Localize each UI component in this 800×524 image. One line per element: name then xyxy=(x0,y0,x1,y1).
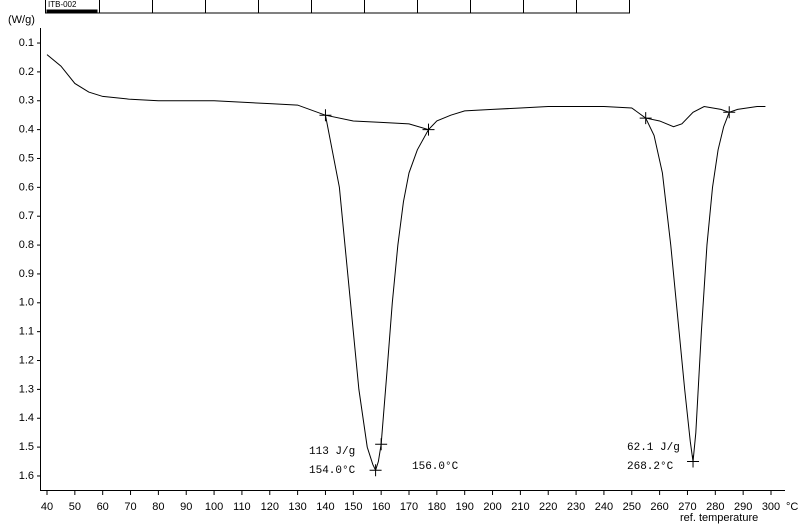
cross-marker xyxy=(369,464,382,477)
y-tick-label: 1.2 xyxy=(19,354,34,366)
cross-marker xyxy=(639,112,652,125)
x-tick-label: 160 xyxy=(372,501,390,513)
annotation: 154.0°C xyxy=(309,465,356,477)
annotation: 113 J/g xyxy=(309,446,355,458)
x-tick-label: 180 xyxy=(428,501,446,513)
cross-marker xyxy=(422,123,435,136)
x-tick-label: 140 xyxy=(316,501,334,513)
y-tick-label: 0.6 xyxy=(19,181,34,193)
y-tick-label: 0.8 xyxy=(19,239,34,251)
x-tick-label: 130 xyxy=(288,501,306,513)
annotation: 268.2°C xyxy=(627,461,674,473)
x-tick-label: 250 xyxy=(623,501,641,513)
header-label: ITB-002 xyxy=(48,0,77,9)
cross-marker xyxy=(723,106,736,119)
y-tick-label: 1.5 xyxy=(19,441,34,453)
x-tick-label: 270 xyxy=(678,501,696,513)
x-tick-label: 200 xyxy=(483,501,501,513)
y-axis-label: (W/g) xyxy=(8,14,35,26)
annotation: 62.1 J/g xyxy=(627,442,680,454)
y-tick-label: 0.3 xyxy=(19,95,34,107)
x-tick-label: 300 xyxy=(762,501,780,513)
x-tick-label: 170 xyxy=(400,501,418,513)
y-tick-label: 0.4 xyxy=(19,124,34,136)
x-tick-label: 260 xyxy=(650,501,668,513)
annotation: 156.0°C xyxy=(412,461,459,473)
y-tick-label: 0.5 xyxy=(19,152,34,164)
x-tick-label: 290 xyxy=(734,501,752,513)
x-tick-label: 70 xyxy=(124,501,136,513)
x-tick-label: 40 xyxy=(41,501,53,513)
tab-strip xyxy=(45,0,630,14)
y-tick-label: 0.7 xyxy=(19,210,34,222)
x-tick-label: 240 xyxy=(595,501,613,513)
x-tick-label: 110 xyxy=(233,501,251,513)
x-axis-label: ref. temperature xyxy=(680,512,758,524)
x-tick-label: 190 xyxy=(456,501,474,513)
x-tick-label: 60 xyxy=(97,501,109,513)
y-tick-label: 1.0 xyxy=(19,297,34,309)
y-tick-label: 1.1 xyxy=(19,326,34,338)
curve xyxy=(645,106,730,128)
x-tick-label: 90 xyxy=(180,501,192,513)
cross-marker xyxy=(687,455,700,468)
x-tick-label: 280 xyxy=(706,501,724,513)
y-tick-label: 1.3 xyxy=(19,383,34,395)
y-tick-label: 0.9 xyxy=(19,268,34,280)
y-tick-label: 0.1 xyxy=(19,37,34,49)
y-tick-label: 1.6 xyxy=(19,470,34,482)
y-tick-label: 1.4 xyxy=(19,412,34,424)
cross-marker xyxy=(375,438,388,451)
x-tick-label: 50 xyxy=(69,501,81,513)
curve xyxy=(325,114,429,131)
x-tick-label: 150 xyxy=(344,501,362,513)
x-tick-label: 100 xyxy=(205,501,223,513)
x-unit: °C xyxy=(786,501,798,513)
header-tabs xyxy=(45,0,630,14)
y-tick-label: 0.2 xyxy=(19,66,34,78)
cross-marker xyxy=(319,109,332,122)
curve xyxy=(46,54,766,472)
x-tick-label: 230 xyxy=(567,501,585,513)
x-tick-label: 210 xyxy=(511,501,529,513)
x-tick-label: 120 xyxy=(261,501,279,513)
x-tick-label: 220 xyxy=(539,501,557,513)
x-tick-label: 80 xyxy=(152,501,164,513)
tab-underline xyxy=(46,9,98,14)
